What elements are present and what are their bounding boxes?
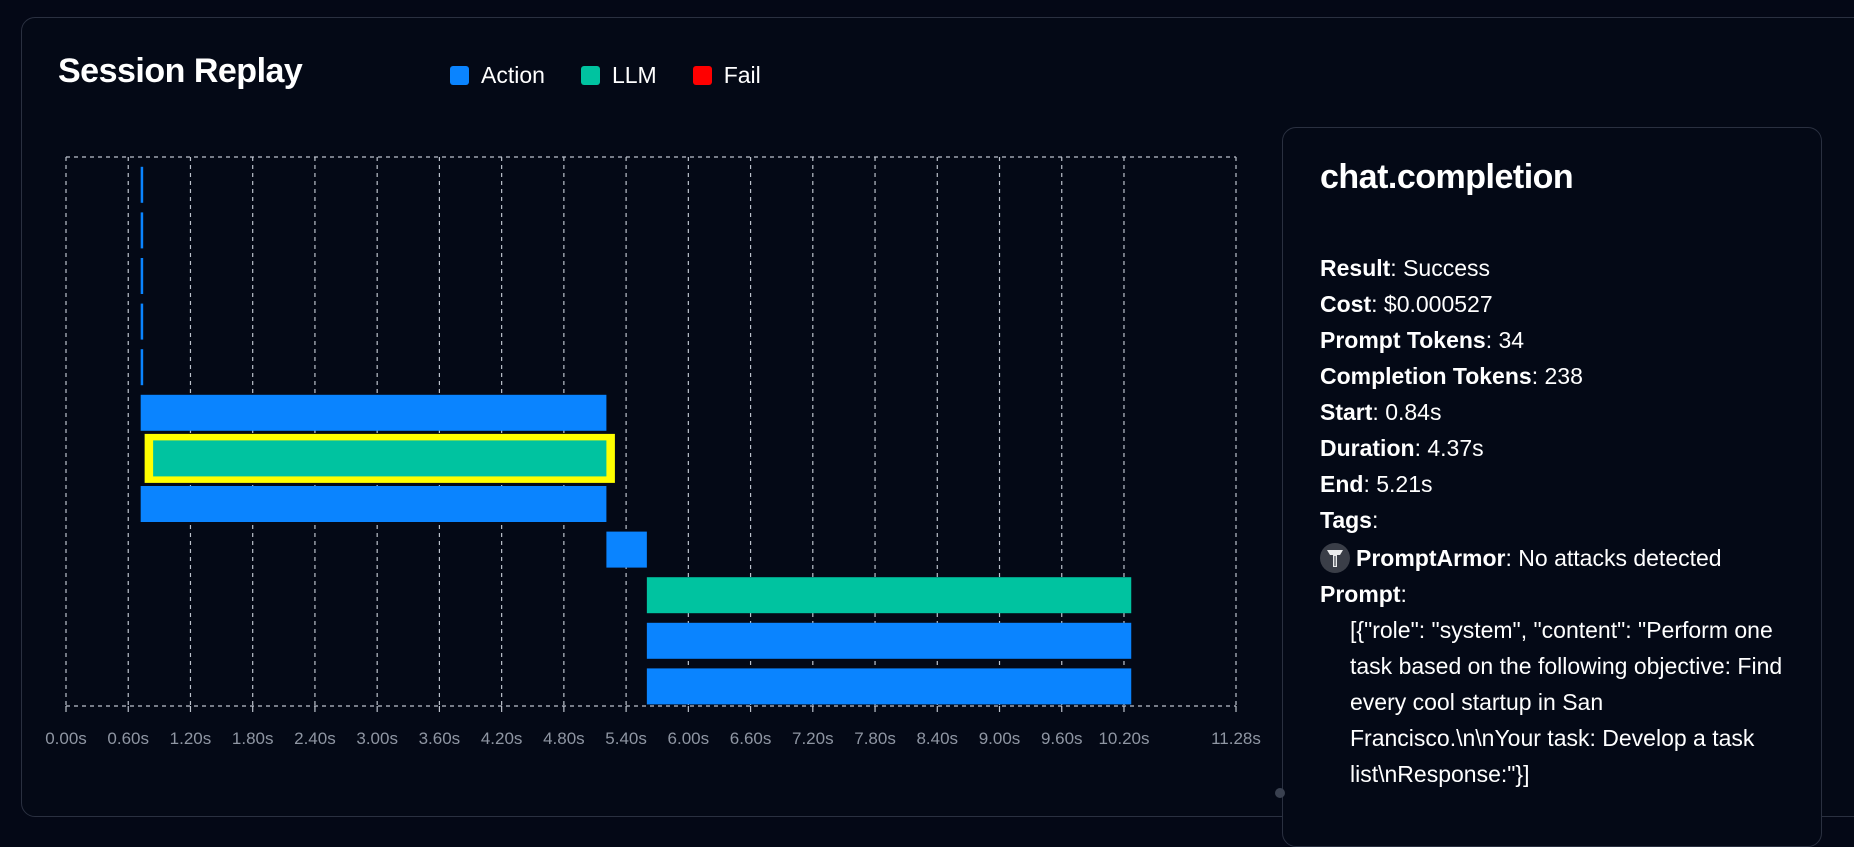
field-key: Start [1320, 399, 1373, 425]
action-bar [606, 531, 647, 568]
tag-name: PromptArmor [1356, 545, 1506, 571]
action-bar [140, 212, 144, 249]
legend-item-fail: Fail [692, 62, 761, 89]
field-duration: Duration: 4.37s [1320, 435, 1484, 461]
action-bar [140, 349, 144, 386]
legend-item-llm: LLM [580, 62, 657, 89]
action-bar [140, 166, 144, 203]
details-fields: Result: Success Cost: $0.000527 Prompt T… [1320, 250, 1790, 792]
field-result: Result: Success [1320, 255, 1491, 281]
field-value: 34 [1498, 327, 1525, 353]
legend-label-action: Action [481, 62, 545, 88]
prompt-label: Prompt [1320, 581, 1401, 607]
action-bar [140, 486, 607, 522]
promptarmor-icon [1320, 543, 1350, 573]
field-value: 238 [1544, 363, 1583, 389]
x-tick-label: 7.80s [854, 729, 896, 748]
field-key: Completion Tokens [1320, 363, 1532, 389]
field-prompt: Prompt: [1320, 581, 1407, 607]
action-bar [140, 258, 144, 294]
legend-swatch-fail [692, 66, 712, 85]
tags-label: Tags [1320, 507, 1372, 533]
x-tick-label: 1.80s [232, 729, 274, 748]
x-tick-label: 3.60s [419, 729, 461, 748]
field-key: Prompt Tokens [1320, 327, 1486, 353]
selected-highlight [144, 433, 615, 483]
x-tick-label: 6.00s [668, 729, 710, 748]
x-tick-label: 7.20s [792, 729, 834, 748]
field-completion-tokens: Completion Tokens: 238 [1320, 363, 1583, 389]
action-bar [140, 303, 144, 340]
field-value: $0.000527 [1383, 291, 1493, 317]
x-tick-label: 11.28s [1211, 729, 1261, 748]
x-tick-label: 1.20s [170, 729, 212, 748]
field-key: Cost [1320, 291, 1372, 317]
field-value: 4.37s [1427, 435, 1484, 461]
x-tick-label: 2.40s [294, 729, 336, 748]
field-value: Success [1403, 255, 1491, 281]
x-tick-label: 4.20s [481, 729, 523, 748]
details-panel: chat.completion Result: Success Cost: $0… [1282, 127, 1822, 847]
timeline-chart: 0.00s 0.60s 1.20s 1.80s 2.40s 3.00s 3.60s 4.20s… [45, 156, 1261, 748]
x-tick-label: 0.00s [45, 729, 87, 748]
legend-item-action: Action [450, 62, 545, 89]
x-tick-label: 5.40s [605, 729, 647, 748]
field-value: 5.21s [1376, 471, 1433, 497]
action-bar [646, 622, 1132, 659]
legend-label-fail: Fail [723, 62, 761, 88]
field-end: End: 5.21s [1320, 471, 1433, 497]
llm-bar [153, 440, 607, 477]
legend-swatch-llm [580, 66, 600, 85]
tag-value: No attacks detected [1518, 545, 1722, 571]
field-tags: Tags: [1320, 507, 1379, 533]
prompt-text: [{"role": "system", "content": "Perform … [1350, 617, 1783, 787]
action-bar [646, 668, 1132, 705]
chart-legend: Action LLM Fail [450, 62, 761, 89]
resize-handle[interactable] [1275, 788, 1285, 798]
x-tick-label: 4.80s [543, 729, 585, 748]
x-tick-label: 8.40s [916, 729, 958, 748]
x-tick-label: 0.60s [107, 729, 149, 748]
legend-swatch-action [450, 66, 469, 85]
field-cost: Cost: $0.000527 [1320, 291, 1493, 317]
action-bar [140, 394, 607, 431]
page-title: Session Replay [58, 52, 303, 90]
x-tick-label: 6.60s [730, 729, 772, 748]
field-key: End [1320, 471, 1364, 497]
field-key: Result [1320, 255, 1391, 281]
tag-promptarmor: PromptArmor: No attacks detected [1320, 540, 1790, 576]
x-tick-label: 9.00s [979, 729, 1021, 748]
field-start: Start: 0.84s [1320, 399, 1442, 425]
x-tick-label: 3.00s [356, 729, 398, 748]
field-prompt-tokens: Prompt Tokens: 34 [1320, 327, 1525, 353]
details-title: chat.completion [1320, 158, 1574, 196]
field-key: Duration [1320, 435, 1415, 461]
x-tick-label: 9.60s [1041, 729, 1083, 748]
field-value: 0.84s [1385, 399, 1442, 425]
llm-bar [646, 577, 1132, 614]
legend-label-llm: LLM [611, 62, 657, 88]
x-tick-label: 10.20s [1098, 729, 1149, 748]
